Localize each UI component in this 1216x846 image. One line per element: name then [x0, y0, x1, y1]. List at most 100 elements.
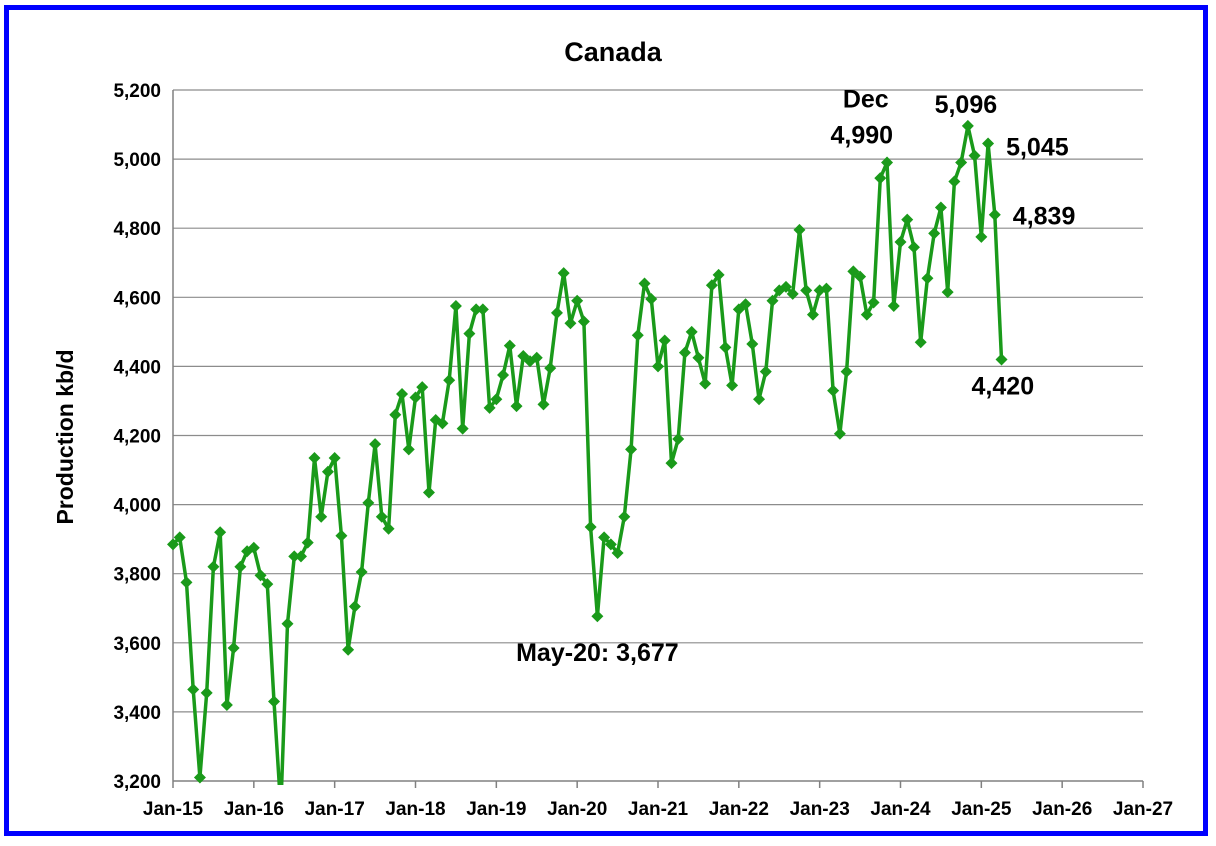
- data-point-marker: [207, 560, 220, 573]
- production-chart: Canada 3,200 3,400 3,600 3,800 4,000 4,200 4,4…: [52, 37, 1173, 820]
- x-tick-label: Jan-24: [870, 799, 931, 820]
- data-point-marker: [678, 346, 691, 359]
- data-point-marker: [719, 341, 732, 354]
- data-point-marker: [982, 137, 995, 150]
- data-point-marker: [921, 272, 934, 285]
- data-point-marker: [914, 336, 927, 349]
- data-point-marker: [766, 294, 779, 307]
- x-tick-label: Jan-21: [628, 799, 689, 820]
- data-point-marker: [618, 510, 631, 523]
- data-point-marker: [436, 417, 449, 430]
- data-point-marker: [449, 299, 462, 312]
- data-point-marker: [167, 538, 179, 551]
- data-point-marker: [652, 360, 664, 373]
- data-point-marker: [995, 353, 1008, 366]
- data-point-marker: [416, 381, 429, 394]
- x-tick-label: Jan-27: [1113, 799, 1173, 820]
- data-point-marker: [510, 400, 523, 413]
- data-point-marker: [544, 362, 557, 375]
- data-point-marker: [470, 303, 483, 316]
- x-tick-label: Jan-23: [790, 799, 850, 820]
- data-point-marker: [779, 280, 792, 293]
- data-point-marker: [739, 298, 752, 311]
- y-axis-label: Production kb/d: [52, 349, 78, 524]
- data-point-marker: [685, 325, 698, 338]
- data-annotation: 5,096: [935, 91, 998, 119]
- data-point-marker: [820, 282, 833, 295]
- data-point-marker: [254, 569, 267, 582]
- data-point-marker: [382, 522, 395, 535]
- data-point-marker: [867, 296, 880, 309]
- data-point-marker: [537, 398, 550, 411]
- data-point-marker: [604, 538, 617, 551]
- data-point-marker: [180, 576, 193, 589]
- data-point-marker: [699, 377, 712, 390]
- data-point-marker: [786, 287, 799, 300]
- data-point-marker: [422, 486, 435, 499]
- data-point-marker: [746, 337, 759, 350]
- data-annotation: 4,990: [830, 122, 893, 150]
- data-point-marker: [975, 230, 988, 243]
- data-point-marker: [288, 550, 301, 563]
- x-tick-labels: Jan-15 Jan-16 Jan-17 Jan-18 Jan-19 Jan-20 Jan-…: [143, 799, 1173, 820]
- data-point-marker: [941, 286, 954, 299]
- y-tick-label: 4,400: [113, 357, 161, 378]
- data-point-marker: [907, 241, 920, 254]
- data-point-marker: [348, 600, 361, 613]
- y-tick-label: 3,600: [113, 634, 161, 655]
- data-point-marker: [369, 438, 382, 451]
- data-point-marker: [550, 306, 563, 319]
- data-point-marker: [571, 294, 584, 307]
- data-point-marker: [692, 351, 705, 364]
- data-point-marker: [584, 521, 597, 534]
- data-point-marker: [854, 270, 867, 283]
- data-point-marker: [840, 365, 853, 378]
- data-point-marker: [874, 172, 887, 185]
- gridlines: [173, 89, 1143, 713]
- x-tick-label: Jan-15: [143, 799, 204, 820]
- data-point-marker: [564, 317, 577, 330]
- x-tick-label: Jan-25: [951, 799, 1012, 820]
- data-point-marker: [227, 641, 240, 654]
- data-point-marker: [214, 526, 227, 539]
- data-point-marker: [638, 277, 651, 290]
- data-point-marker: [476, 303, 489, 316]
- data-point-marker: [598, 531, 611, 544]
- data-point-marker: [611, 546, 624, 559]
- data-point-marker: [881, 156, 894, 169]
- data-point-marker: [726, 379, 739, 392]
- data-point-marker: [860, 308, 873, 321]
- y-tick-label: 3,400: [113, 703, 161, 724]
- data-annotation: 4,420: [972, 372, 1035, 400]
- data-point-marker: [934, 201, 947, 214]
- data-point-marker: [631, 329, 644, 342]
- series-markers: [167, 119, 1008, 784]
- x-tick-label: Jan-19: [466, 799, 526, 820]
- chart-frame: Canada 3,200 3,400 3,600 3,800 4,000 4,200 4,4…: [4, 5, 1208, 836]
- y-tick-label: 4,600: [113, 288, 161, 309]
- data-point-marker: [827, 384, 840, 397]
- data-point-marker: [591, 610, 604, 623]
- data-point-marker: [281, 617, 294, 630]
- data-point-marker: [800, 284, 813, 297]
- y-tick-label: 4,200: [113, 427, 161, 448]
- data-point-marker: [328, 451, 341, 464]
- data-point-marker: [988, 208, 1001, 221]
- data-point-marker: [712, 268, 725, 281]
- data-point-marker: [705, 279, 718, 292]
- y-tick-label: 3,200: [113, 772, 161, 793]
- data-point-marker: [396, 388, 409, 401]
- data-point-marker: [173, 531, 186, 544]
- data-point-marker: [577, 315, 590, 328]
- data-point-marker: [901, 213, 914, 226]
- data-point-marker: [625, 443, 638, 456]
- data-point-marker: [490, 393, 503, 406]
- axes: [172, 90, 1144, 788]
- x-tick-label: Jan-20: [547, 799, 607, 820]
- data-point-marker: [753, 393, 766, 406]
- y-tick-label: 4,800: [113, 219, 161, 240]
- data-point-marker: [220, 698, 233, 711]
- data-point-marker: [443, 374, 456, 387]
- data-point-marker: [187, 683, 200, 696]
- data-point-marker: [294, 550, 307, 563]
